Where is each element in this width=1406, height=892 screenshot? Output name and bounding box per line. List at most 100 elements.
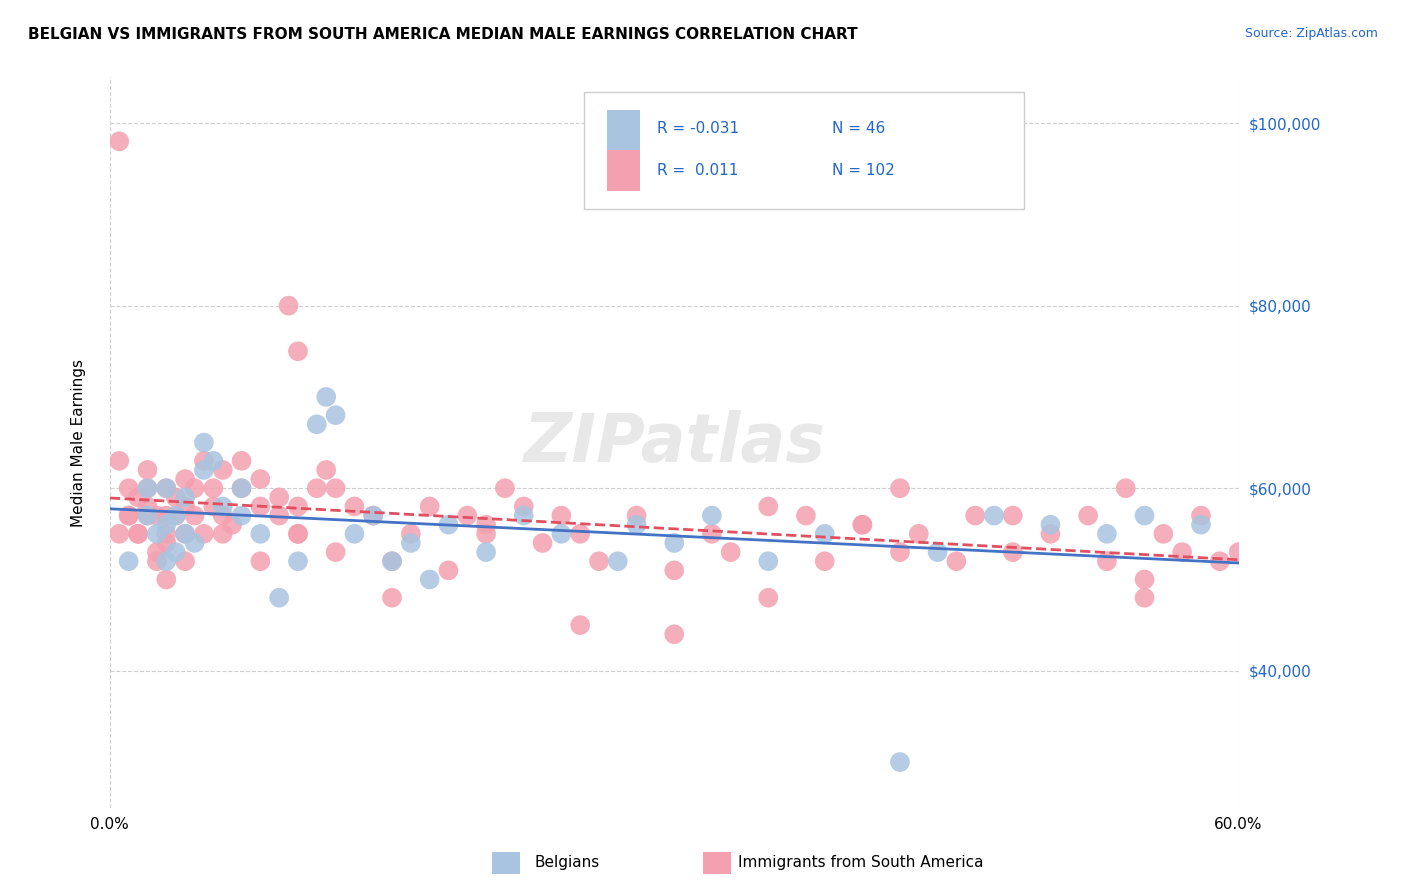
Point — [550, 526, 572, 541]
Point — [437, 563, 460, 577]
FancyBboxPatch shape — [583, 92, 1024, 209]
Point — [269, 508, 291, 523]
Point — [202, 454, 225, 468]
Point — [315, 463, 337, 477]
Point — [437, 517, 460, 532]
Point — [399, 526, 422, 541]
Point — [700, 508, 723, 523]
Point — [1322, 646, 1344, 660]
Point — [136, 481, 159, 495]
Point — [1001, 545, 1024, 559]
Point — [965, 508, 987, 523]
Point — [127, 491, 149, 505]
Point — [664, 563, 686, 577]
Point — [1171, 545, 1194, 559]
Point — [231, 481, 253, 495]
Point — [1246, 526, 1268, 541]
Point — [231, 454, 253, 468]
Point — [927, 545, 949, 559]
Point — [118, 508, 141, 523]
Point — [174, 472, 197, 486]
Point — [146, 508, 169, 523]
Point — [249, 500, 271, 514]
Point — [720, 545, 742, 559]
Point — [155, 481, 177, 495]
Point — [108, 526, 131, 541]
Point — [193, 454, 215, 468]
Point — [174, 500, 197, 514]
Point — [1152, 526, 1174, 541]
Point — [814, 526, 837, 541]
Point — [118, 554, 141, 568]
Point — [287, 500, 309, 514]
Text: Immigrants from South America: Immigrants from South America — [738, 855, 984, 870]
Text: ZIPatlas: ZIPatlas — [523, 409, 825, 475]
Point — [889, 545, 911, 559]
Point — [945, 554, 967, 568]
Text: Belgians: Belgians — [534, 855, 599, 870]
Point — [174, 526, 197, 541]
Point — [1209, 554, 1232, 568]
Point — [269, 591, 291, 605]
Point — [325, 408, 347, 422]
Point — [305, 481, 328, 495]
Point — [531, 536, 554, 550]
Point — [399, 536, 422, 550]
Point — [626, 508, 648, 523]
Point — [315, 390, 337, 404]
Point — [756, 554, 779, 568]
Point — [165, 508, 187, 523]
Point — [381, 554, 404, 568]
Point — [1039, 517, 1062, 532]
Point — [756, 500, 779, 514]
Point — [851, 517, 873, 532]
Point — [606, 554, 628, 568]
Point — [211, 526, 233, 541]
Text: Source: ZipAtlas.com: Source: ZipAtlas.com — [1244, 27, 1378, 40]
Point — [183, 481, 205, 495]
Point — [155, 573, 177, 587]
Point — [361, 508, 384, 523]
Point — [794, 508, 817, 523]
Point — [626, 517, 648, 532]
Point — [155, 536, 177, 550]
Point — [1001, 508, 1024, 523]
Point — [136, 508, 159, 523]
Point — [155, 508, 177, 523]
Point — [1133, 573, 1156, 587]
Point — [475, 526, 498, 541]
Text: BELGIAN VS IMMIGRANTS FROM SOUTH AMERICA MEDIAN MALE EARNINGS CORRELATION CHART: BELGIAN VS IMMIGRANTS FROM SOUTH AMERICA… — [28, 27, 858, 42]
Point — [174, 491, 197, 505]
Point — [569, 526, 592, 541]
Point — [494, 481, 516, 495]
Point — [1133, 591, 1156, 605]
Point — [127, 526, 149, 541]
Point — [381, 591, 404, 605]
Point — [277, 299, 299, 313]
Point — [146, 554, 169, 568]
Point — [700, 526, 723, 541]
Bar — [606, 151, 640, 191]
Point — [136, 500, 159, 514]
Point — [249, 526, 271, 541]
Text: N = 102: N = 102 — [832, 163, 896, 178]
Point — [664, 627, 686, 641]
Point — [249, 472, 271, 486]
Point — [456, 508, 478, 523]
Point — [118, 481, 141, 495]
Point — [889, 755, 911, 769]
Point — [193, 435, 215, 450]
Point — [475, 545, 498, 559]
Point — [475, 517, 498, 532]
Point — [419, 500, 441, 514]
Point — [1189, 508, 1212, 523]
Point — [1077, 508, 1099, 523]
Point — [1265, 508, 1288, 523]
Point — [202, 500, 225, 514]
Y-axis label: Median Male Earnings: Median Male Earnings — [72, 359, 86, 526]
Point — [287, 526, 309, 541]
Point — [136, 463, 159, 477]
Point — [174, 554, 197, 568]
Point — [588, 554, 610, 568]
Point — [1133, 508, 1156, 523]
